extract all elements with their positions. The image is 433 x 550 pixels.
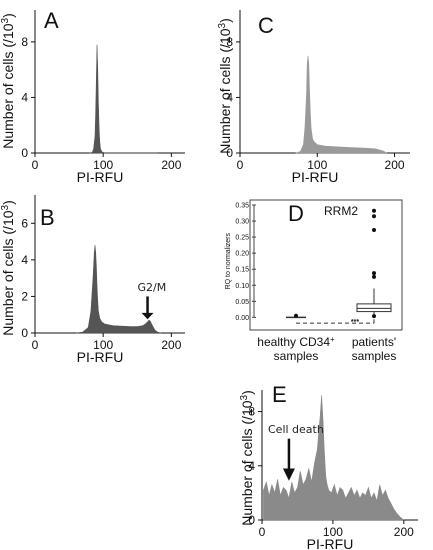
x-tick-label-c: 100 (307, 158, 327, 172)
histogram-series-b (75, 245, 162, 334)
y-axis-label-c: Number of cells (/103) (217, 18, 234, 154)
x-tick-label-e: 100 (323, 525, 343, 539)
annotation-arrow-head (141, 312, 154, 320)
y-tick-label-c: 8 (226, 35, 233, 49)
histogram-series-e (263, 395, 404, 521)
x-tick-label-b: 0 (32, 338, 39, 352)
y-tick-label-b: 0 (21, 326, 28, 340)
boxplot-category-label-line2-group-1: samples (274, 349, 319, 363)
x-tick-label-a: 100 (93, 158, 113, 172)
panel-label-c: C (258, 13, 274, 38)
boxplot-outlier-group-2 (372, 214, 376, 219)
panel-label-d: D (288, 201, 304, 226)
boxplot-category-label-group-2: patients' (352, 335, 396, 349)
panel-label-a: A (44, 8, 59, 33)
boxplot-y-axis-label: RQ to normalizers (225, 232, 232, 289)
x-tick-label-a: 0 (32, 158, 39, 172)
boxplot-title: RRM2 (324, 204, 358, 218)
x-tick-label-e: 200 (394, 525, 414, 539)
boxplot-box-group-2 (356, 303, 392, 313)
x-axis-label-c: PI-RFU (292, 169, 339, 185)
annotation-g2m: G2/M (138, 281, 167, 294)
boxplot-y-tick-label: 0.10 (235, 283, 249, 290)
x-tick-label-b: 100 (93, 338, 113, 352)
y-tick-label-c: 4 (226, 90, 233, 104)
boxplot-outlier-group-2 (372, 208, 376, 213)
y-tick-label-e: 0 (248, 513, 255, 527)
boxplot-y-tick-label: 0.00 (235, 315, 249, 322)
boxplot-outlier-group-2 (372, 228, 376, 233)
boxplot-category-label-line2-group-2: samples (352, 349, 397, 363)
boxplot-y-tick-label: 0.05 (235, 299, 249, 306)
annotation-cell-death: Cell death (268, 423, 324, 436)
y-tick-label-b: 6 (21, 216, 28, 230)
panel-label-b: B (40, 205, 55, 230)
boxplot-outlier-group-2 (372, 274, 376, 279)
y-axis-label-b: Number of cells (/103) (0, 200, 16, 336)
boxplot-y-tick-label: 0.25 (235, 235, 249, 242)
x-tick-label-a: 200 (161, 158, 181, 172)
boxplot-outlier-group-2 (372, 314, 376, 319)
boxplot-outlier-group-2 (372, 271, 376, 276)
x-axis-label-a: PI-RFU (77, 169, 124, 185)
y-tick-label-e: 8 (248, 405, 255, 419)
x-tick-label-b: 200 (161, 338, 181, 352)
boxplot-category-label-group-1: healthy CD34+ (257, 335, 335, 350)
y-tick-label-a: 8 (21, 35, 28, 49)
boxplot-y-tick-label: 0.20 (235, 251, 249, 258)
y-tick-label-c: 0 (226, 146, 233, 160)
y-tick-label-a: 0 (21, 146, 28, 160)
significance-stars: *** (351, 319, 359, 326)
x-axis-label-e: PI-RFU (307, 536, 354, 550)
boxplot-y-tick-label: 0.30 (235, 219, 249, 226)
boxplot-y-tick-label: 0.35 (235, 203, 249, 210)
y-tick-label-b: 2 (21, 289, 28, 303)
x-tick-label-c: 0 (237, 158, 244, 172)
y-tick-label-a: 4 (21, 90, 28, 104)
y-tick-label-b: 4 (21, 253, 28, 267)
boxplot-outlier-group-1 (294, 313, 298, 318)
boxplot-y-tick-label: 0.15 (235, 267, 249, 274)
x-tick-label-e: 0 (259, 525, 266, 539)
panel-label-e: E (272, 382, 287, 407)
histogram-series-c (295, 55, 387, 154)
y-axis-label-e: Number of cells (/103) (239, 390, 256, 526)
histogram-series-a (89, 44, 158, 154)
x-axis-label-b: PI-RFU (77, 349, 124, 365)
y-axis-label-a: Number of cells (/103) (0, 13, 16, 149)
y-tick-label-e: 4 (248, 459, 255, 473)
annotation-arrow-head (282, 468, 295, 481)
x-tick-label-c: 200 (385, 158, 405, 172)
